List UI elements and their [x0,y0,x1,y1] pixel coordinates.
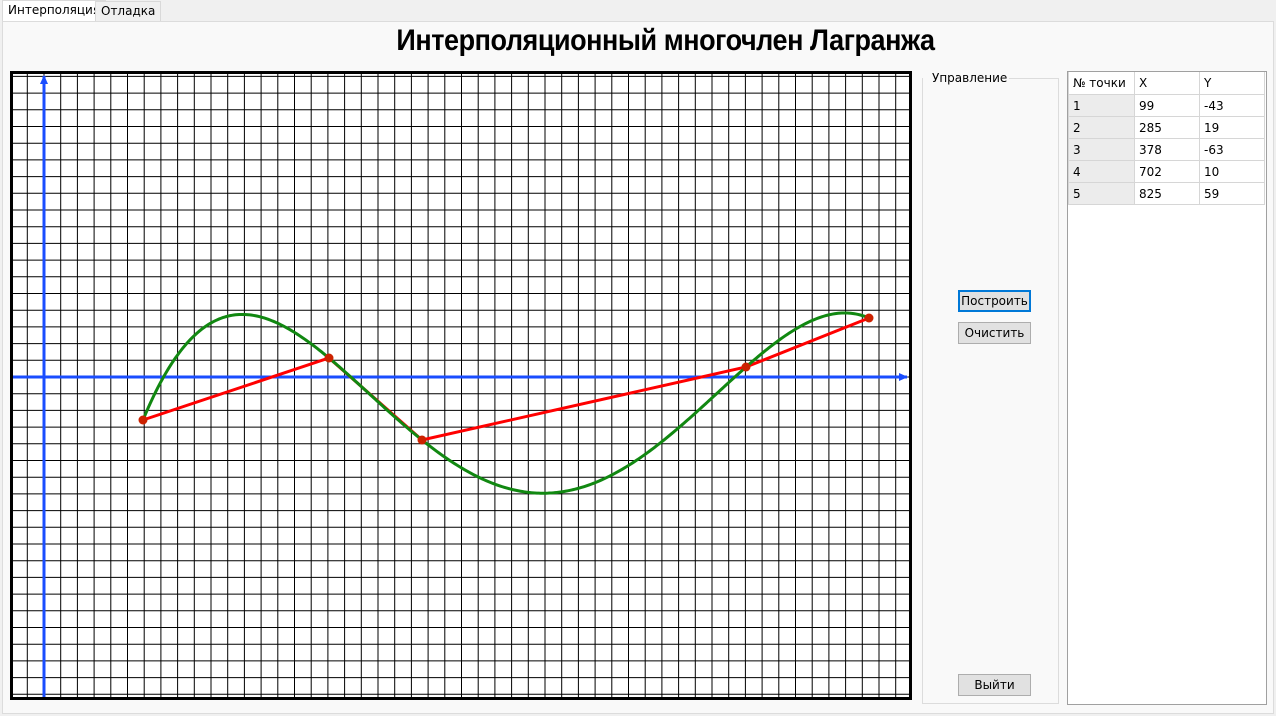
cell-number[interactable]: 4 [1068,160,1135,183]
clear-button[interactable]: Очистить [958,322,1031,344]
col-header-number[interactable]: № точки [1068,72,1135,95]
chart-canvas [13,74,909,697]
col-header-x[interactable]: X [1134,72,1200,95]
points-table[interactable]: № точки X Y 1 99 -43 2 285 19 3 378 -63 [1067,71,1267,705]
cell-y[interactable]: 59 [1199,182,1265,205]
col-header-y[interactable]: Y [1199,72,1265,95]
cell-x[interactable]: 99 [1134,94,1200,117]
grid-lines [13,74,909,697]
cell-x[interactable]: 285 [1134,116,1200,139]
cell-x[interactable]: 702 [1134,160,1200,183]
polyline-series [142,316,870,442]
table-row[interactable]: 2 285 19 [1068,116,1265,139]
page-title: Интерполяционный многочлен Лагранжа [396,24,935,57]
table-row[interactable]: 4 702 10 [1068,160,1265,183]
control-group [922,78,1059,704]
control-group-legend: Управление [930,71,1010,85]
data-point [741,362,751,372]
cell-x[interactable]: 825 [1134,182,1200,205]
cell-x[interactable]: 378 [1134,138,1200,161]
table-row[interactable]: 5 825 59 [1068,182,1265,205]
tab-bar: Интерполяция Отладка [0,0,1276,22]
table-row[interactable]: 3 378 -63 [1068,138,1265,161]
cell-y[interactable]: 19 [1199,116,1265,139]
lagrange-curve [141,311,870,495]
data-point [417,435,427,445]
chart-area [10,71,912,700]
tab-debug[interactable]: Отладка [95,1,162,21]
data-point [324,353,334,363]
cell-y[interactable]: -43 [1199,94,1265,117]
table-row[interactable]: 1 99 -43 [1068,94,1265,117]
data-point [864,313,874,323]
data-points [138,313,874,445]
data-point [138,415,148,425]
table-header-row: № точки X Y [1068,72,1265,95]
cell-number[interactable]: 2 [1068,116,1135,139]
cell-number[interactable]: 1 [1068,94,1135,117]
cell-number[interactable]: 5 [1068,182,1135,205]
tab-interpolation[interactable]: Интерполяция [2,0,107,22]
cell-y[interactable]: -63 [1199,138,1265,161]
build-button[interactable]: Построить [958,290,1031,312]
cell-number[interactable]: 3 [1068,138,1135,161]
cell-y[interactable]: 10 [1199,160,1265,183]
exit-button[interactable]: Выйти [958,674,1031,696]
